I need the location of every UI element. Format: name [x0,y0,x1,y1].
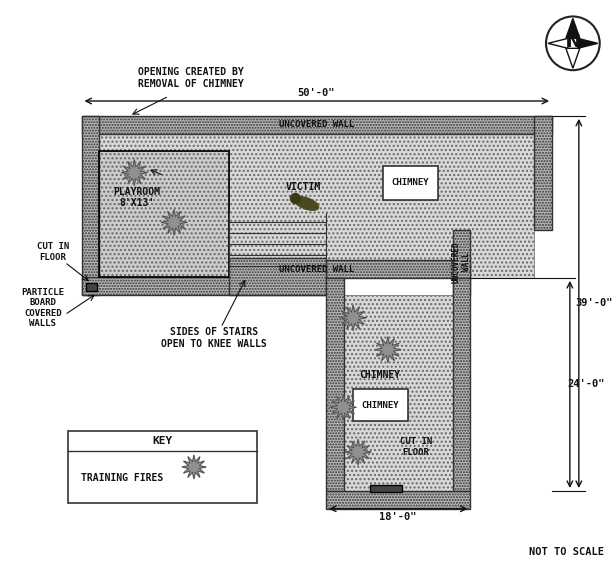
Text: UNCOVERED WALL: UNCOVERED WALL [279,265,354,273]
Text: PLAYROOM
8'X13': PLAYROOM 8'X13' [114,186,161,208]
Text: KEY: KEY [152,436,172,446]
Polygon shape [566,18,580,38]
Bar [68,431,256,503]
Bar [383,166,438,200]
Text: CHIMNEY: CHIMNEY [361,401,399,410]
Text: UNCOVERED
WALL: UNCOVERED WALL [452,241,471,283]
Text: CHIMNEY: CHIMNEY [359,370,400,379]
Circle shape [290,193,300,204]
Bar [353,390,408,421]
Polygon shape [161,209,187,235]
Text: SIDES OF STAIRS
OPEN TO KNEE WALLS: SIDES OF STAIRS OPEN TO KNEE WALLS [161,327,267,349]
Text: 39'-0": 39'-0" [575,298,613,308]
Text: OPENING CREATED BY
REMOVAL OF CHIMNEY: OPENING CREATED BY REMOVAL OF CHIMNEY [138,67,244,89]
Polygon shape [340,305,366,331]
Bar [229,258,326,295]
Text: 50'-0": 50'-0" [298,88,335,98]
Polygon shape [375,337,401,363]
Text: N: N [565,33,581,51]
Bar [453,231,470,295]
Bar [326,260,470,278]
Text: VICTIM: VICTIM [286,181,321,192]
Bar [100,151,229,277]
Bar [370,485,402,492]
Polygon shape [345,439,371,465]
Text: 24'-0": 24'-0" [567,379,605,390]
Ellipse shape [294,197,319,210]
Bar [82,116,100,295]
Bar [453,278,470,491]
Bar [85,283,97,291]
Text: NOT TO SCALE: NOT TO SCALE [530,546,605,557]
Bar [326,295,470,491]
Text: 18'-0": 18'-0" [379,512,416,522]
Text: PARTICLE
BOARD
COVERED
WALLS: PARTICLE BOARD COVERED WALLS [22,288,64,328]
Polygon shape [548,38,568,48]
Text: TRAINING FIRES: TRAINING FIRES [81,473,164,483]
Bar [326,278,344,491]
Polygon shape [182,455,206,479]
Text: UNCOVERED WALL: UNCOVERED WALL [279,120,354,129]
Polygon shape [566,48,580,68]
Bar [82,116,552,134]
Bar [82,277,328,295]
Bar [534,116,552,231]
Polygon shape [578,38,598,48]
Bar [326,491,470,509]
Text: CUT IN
FLOOR: CUT IN FLOOR [36,243,69,262]
Text: CUT IN
FLOOR: CUT IN FLOOR [400,438,432,457]
Text: CHIMNEY: CHIMNEY [391,178,429,187]
Polygon shape [330,395,356,420]
Bar [100,151,229,277]
Polygon shape [121,160,147,185]
Bar [100,134,534,278]
